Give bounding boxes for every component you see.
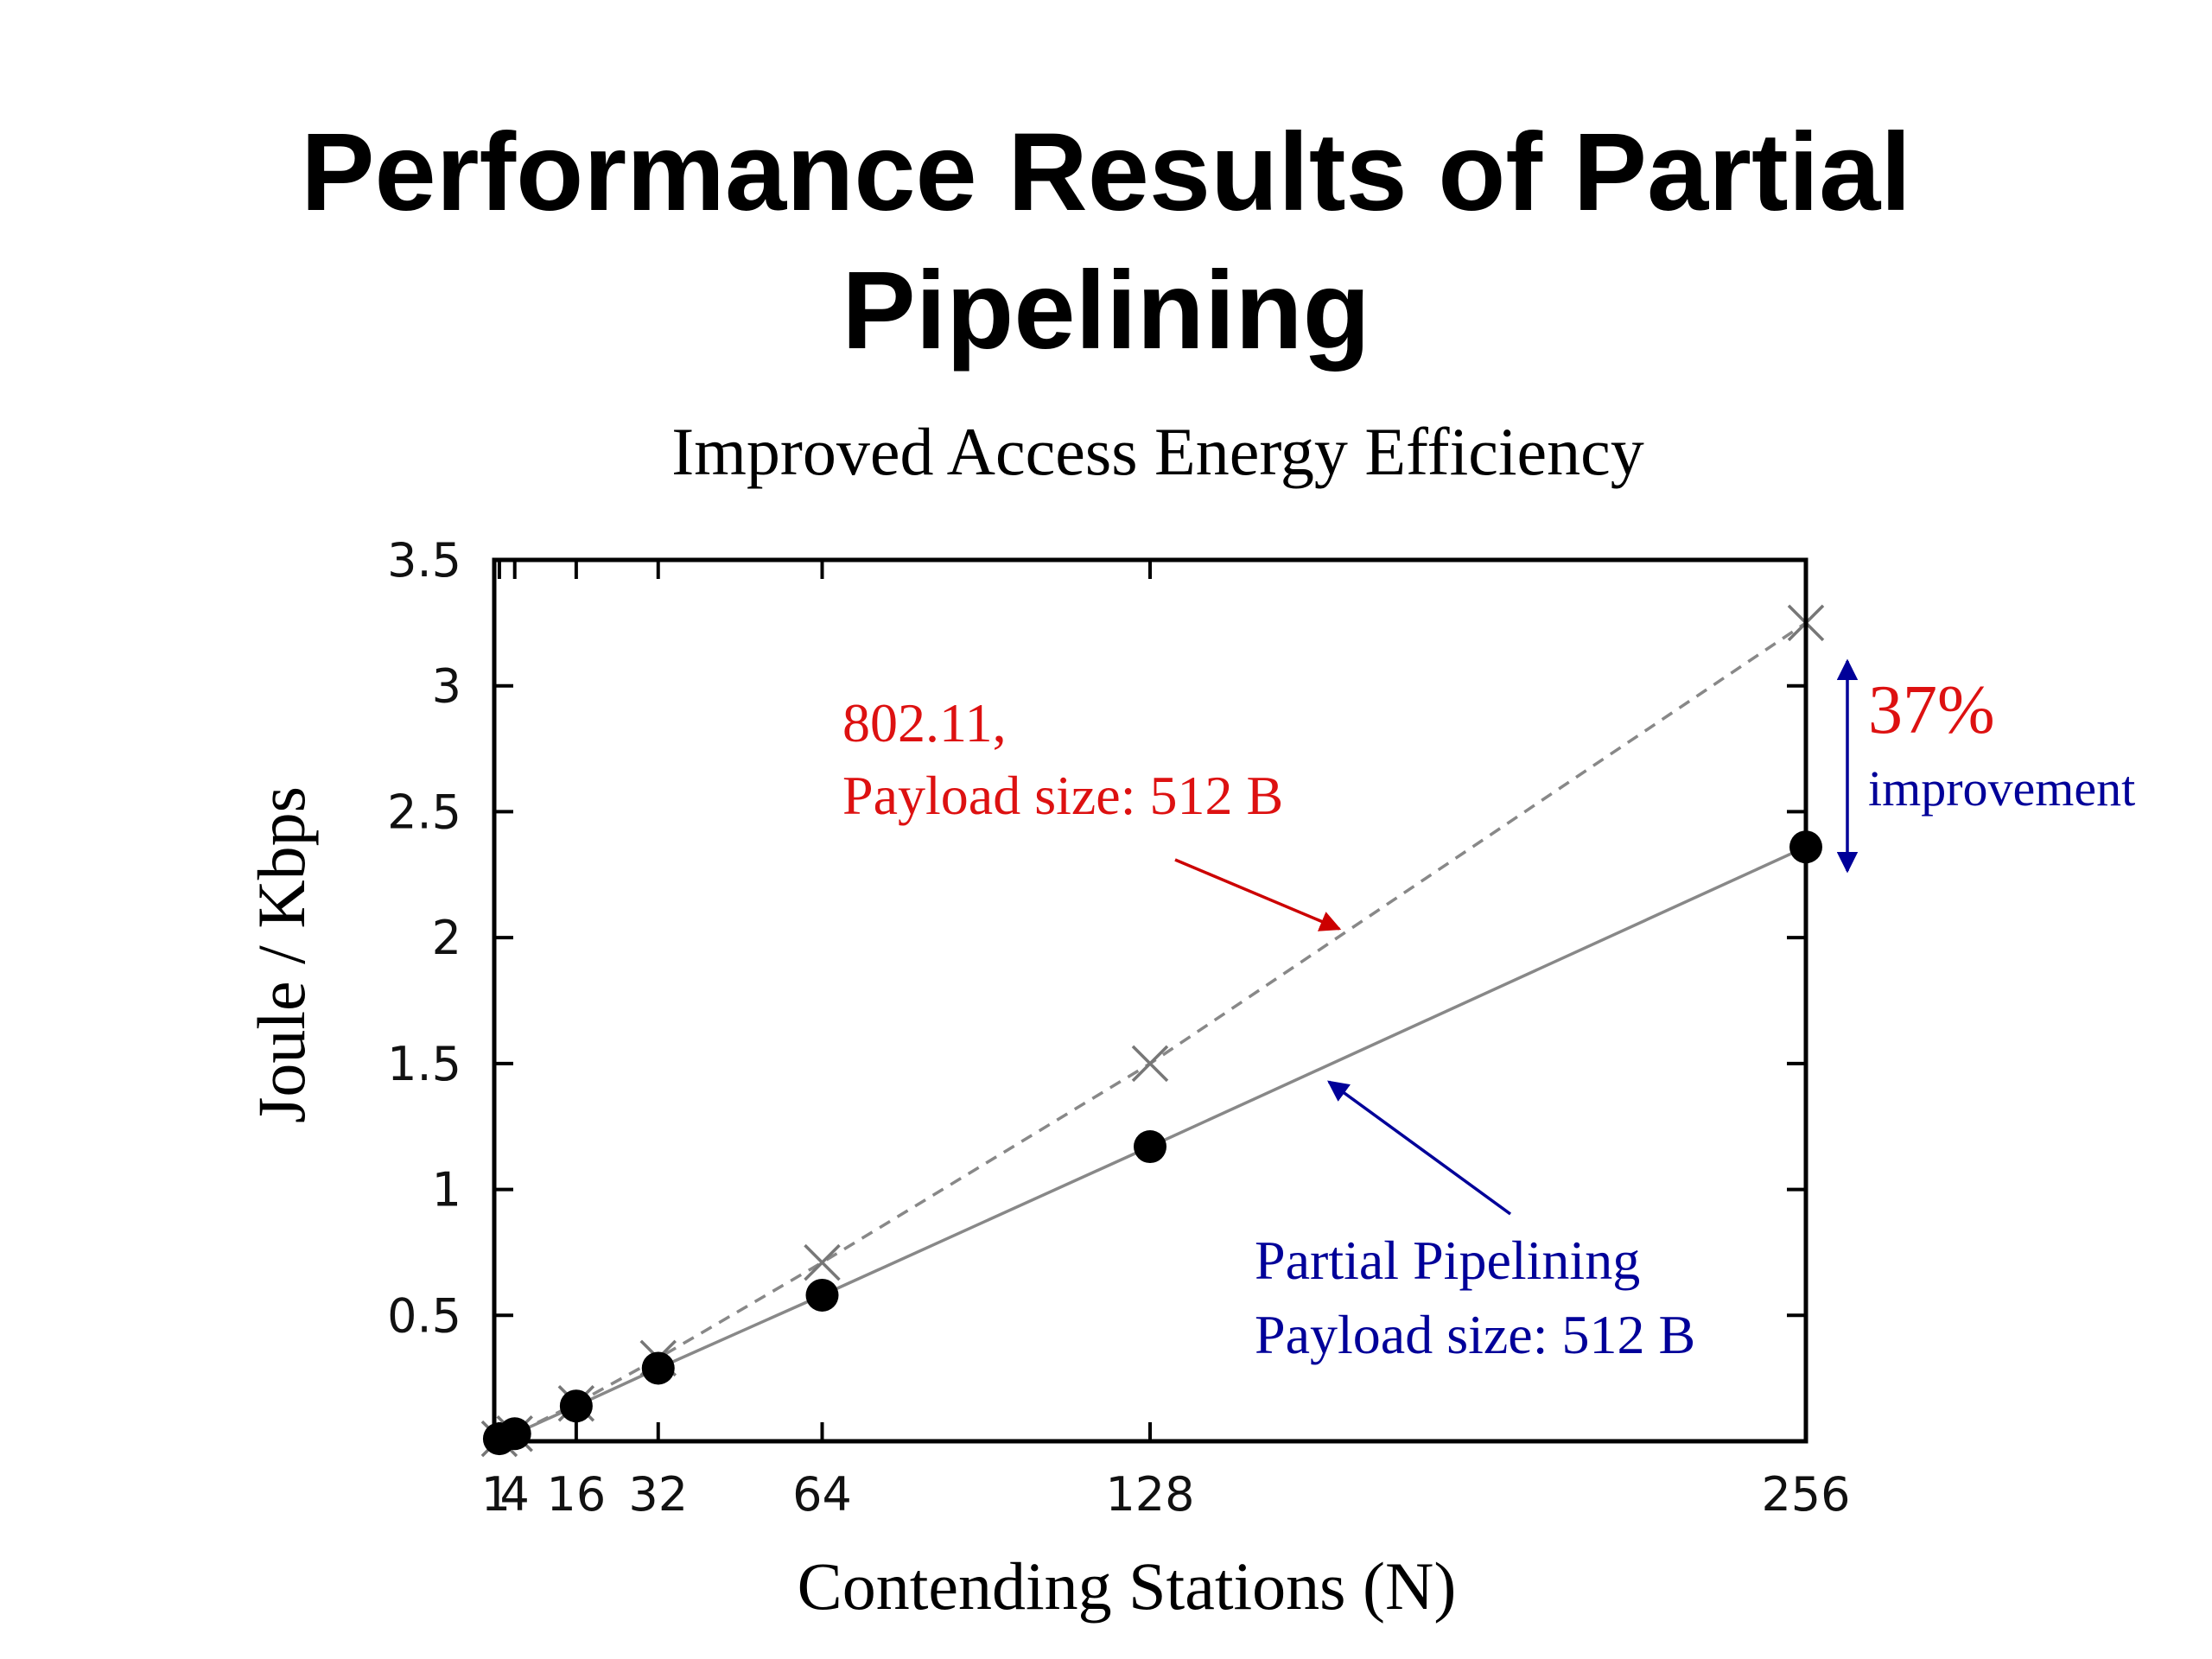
- y-tick-label: 3.5: [387, 533, 461, 588]
- y-axis-title: Joule / Kbps: [244, 786, 319, 1123]
- x-tick-label: 256: [1761, 1467, 1850, 1522]
- series-markers: [480, 604, 1825, 1458]
- x-tick-label: 4: [500, 1467, 530, 1522]
- x-tick-label: 128: [1105, 1467, 1194, 1522]
- axis-tick-labels: 0.511.522.533.514 16 32 64 128 256: [387, 533, 1850, 1522]
- improvement-word: improvement: [1868, 760, 2135, 817]
- data-point-partial_pipelining: [498, 1417, 531, 1451]
- y-tick-label: 3: [432, 659, 461, 714]
- y-tick-label: 1: [432, 1163, 461, 1217]
- chart-subtitle: Improved Access Energy Efficiency: [671, 414, 1644, 489]
- slide-title-line2: Pipelining: [842, 249, 1370, 372]
- data-point-partial_pipelining: [805, 1278, 839, 1312]
- y-tick-label: 2.5: [387, 785, 461, 839]
- partial-pipelining-label-line1: Partial Pipelining: [1255, 1230, 1640, 1291]
- ieee80211-label-line2: Payload size: 512 B: [842, 765, 1283, 826]
- ieee80211-label-line1: 802.11,: [842, 692, 1007, 753]
- x-tick-label: 64: [792, 1467, 852, 1522]
- data-point-partial_pipelining: [1134, 1130, 1166, 1164]
- data-point-ieee80211: [1131, 1045, 1169, 1083]
- slide-title-line1: Performance Results of Partial: [301, 111, 1911, 234]
- x-tick-label: 32: [628, 1467, 688, 1522]
- y-tick-label: 0.5: [387, 1288, 461, 1343]
- plot-frame: [492, 557, 1808, 1444]
- data-point-partial_pipelining: [559, 1389, 593, 1423]
- x-tick-label: 1: [481, 1467, 511, 1522]
- partial-pipelining-pointer-arrow: [1327, 1080, 1512, 1216]
- y-tick-label: 1.5: [387, 1037, 461, 1091]
- x-tick-label: 16: [547, 1467, 607, 1522]
- improvement-percent: 37%: [1868, 672, 1995, 748]
- partial-pipelining-label-line2: Payload size: 512 B: [1255, 1304, 1695, 1365]
- y-tick-label: 2: [432, 911, 461, 965]
- x-axis-title: Contending Stations (N): [798, 1548, 1457, 1624]
- data-point-partial_pipelining: [641, 1351, 675, 1385]
- data-point-ieee80211: [804, 1243, 841, 1281]
- ieee80211-pointer-arrow: [1174, 858, 1342, 931]
- slide-title: Performance Results of Partial Pipelinin…: [0, 104, 2212, 380]
